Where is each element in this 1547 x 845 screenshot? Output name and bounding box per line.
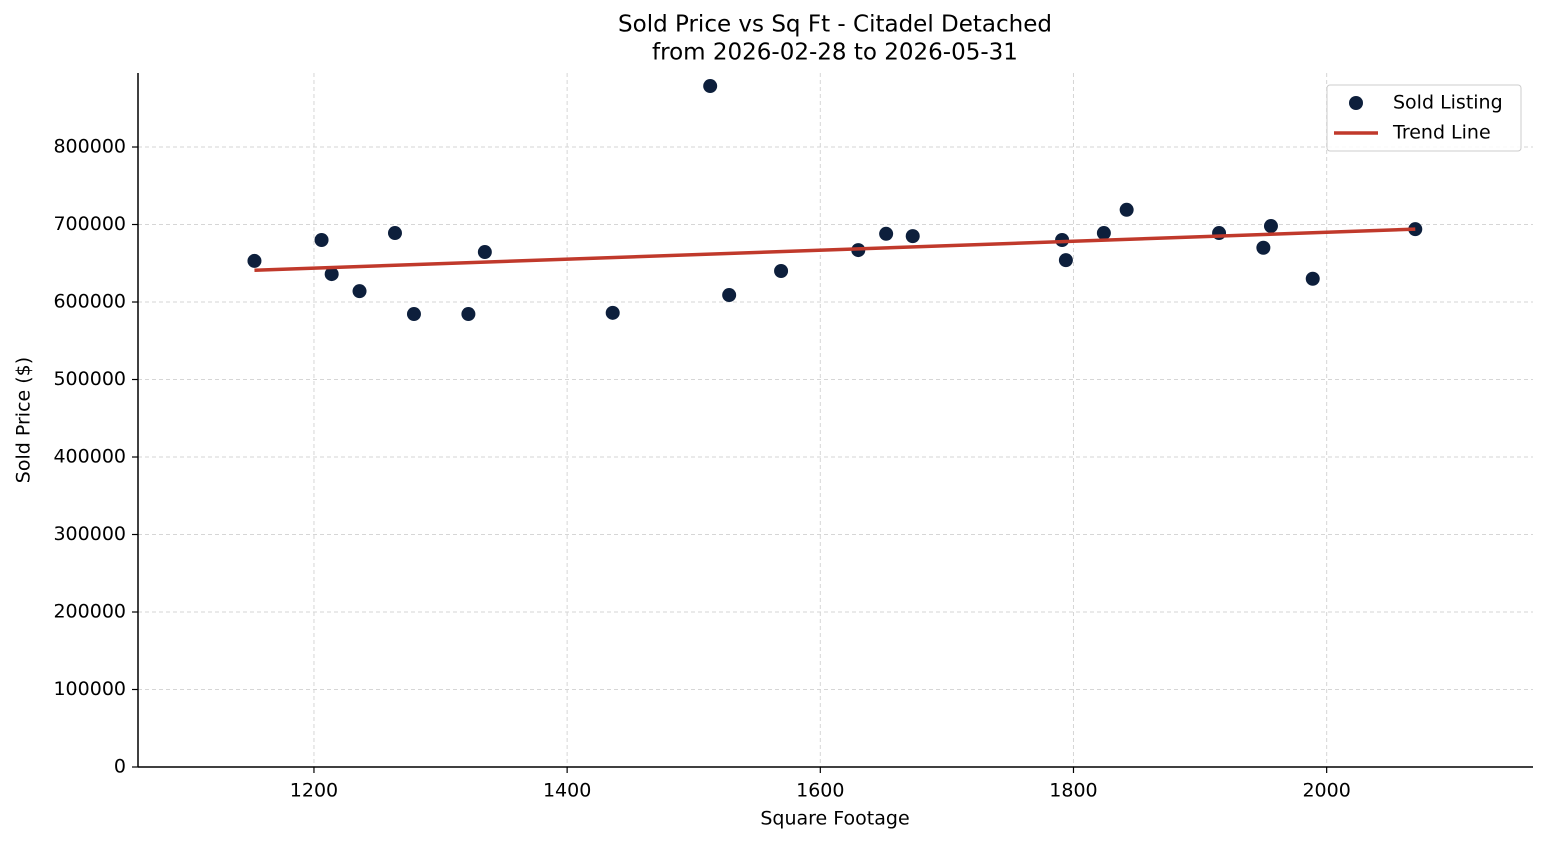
point bbox=[461, 307, 476, 322]
point bbox=[1305, 271, 1320, 286]
point bbox=[477, 245, 492, 260]
x-tick-label: 1600 bbox=[796, 780, 844, 802]
legend-label: Trend Line bbox=[1392, 122, 1491, 144]
point bbox=[703, 79, 718, 94]
point bbox=[314, 233, 329, 248]
point bbox=[722, 288, 737, 303]
point bbox=[406, 307, 421, 322]
point bbox=[352, 284, 367, 299]
chart-subtitle: from 2026-02-28 to 2026-05-31 bbox=[652, 40, 1018, 66]
y-tick-label: 200000 bbox=[53, 601, 126, 623]
x-tick-label: 1200 bbox=[290, 780, 338, 802]
x-axis-label: Square Footage bbox=[760, 808, 909, 830]
y-tick-label: 0 bbox=[114, 756, 126, 778]
point bbox=[1096, 226, 1111, 241]
legend-label: Sold Listing bbox=[1393, 92, 1503, 114]
point bbox=[905, 229, 920, 244]
point bbox=[247, 253, 262, 268]
point bbox=[324, 267, 339, 282]
y-tick-label: 500000 bbox=[53, 368, 126, 390]
y-tick-label: 400000 bbox=[53, 446, 126, 468]
point bbox=[1058, 253, 1073, 268]
point bbox=[774, 264, 789, 279]
x-tick-label: 2000 bbox=[1302, 780, 1350, 802]
y-tick-label: 700000 bbox=[53, 213, 126, 235]
legend-marker bbox=[1349, 96, 1363, 110]
point bbox=[879, 226, 894, 241]
point bbox=[1119, 202, 1134, 217]
point bbox=[605, 305, 620, 320]
point bbox=[1256, 240, 1271, 255]
point bbox=[1263, 219, 1278, 234]
y-tick-label: 600000 bbox=[53, 291, 126, 313]
chart-title: Sold Price vs Sq Ft - Citadel Detached bbox=[618, 12, 1052, 38]
y-tick-label: 300000 bbox=[53, 523, 126, 545]
x-tick-label: 1400 bbox=[543, 780, 591, 802]
trend-line bbox=[254, 227, 1416, 272]
y-tick-label: 100000 bbox=[53, 678, 126, 700]
point bbox=[387, 226, 402, 241]
x-tick-label: 1800 bbox=[1049, 780, 1097, 802]
y-axis-label: Sold Price ($) bbox=[13, 357, 35, 483]
y-tick-label: 800000 bbox=[53, 136, 126, 158]
